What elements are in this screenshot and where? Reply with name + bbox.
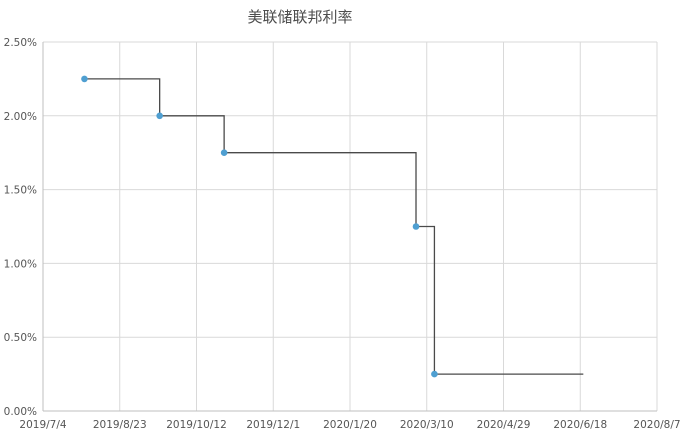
chart-title: 美联储联邦利率 [247, 8, 352, 26]
x-tick-label: 2019/8/23 [93, 419, 147, 431]
data-point [412, 223, 420, 230]
data-point [220, 149, 228, 156]
y-tick-label: 1.50% [4, 185, 37, 197]
x-tick-label: 2020/6/18 [553, 419, 607, 431]
data-point [156, 112, 163, 120]
x-tick-label: 2019/7/4 [19, 419, 66, 431]
y-tick-label: 1.00% [4, 258, 37, 270]
y-tick-label: 2.00% [4, 111, 37, 123]
x-tick-label: 2019/10/12 [166, 419, 227, 431]
x-tick-label: 2020/1/20 [323, 419, 377, 431]
x-tick-label: 2019/12/1 [246, 419, 300, 431]
series-layer [84, 78, 584, 375]
data-point [431, 370, 438, 378]
y-tick-label: 0.50% [4, 332, 37, 344]
x-tick-label: 2020/8/7 [633, 419, 680, 431]
data-point [81, 75, 88, 83]
y-tick-label: 2.50% [4, 37, 37, 49]
x-tick-label: 2020/4/29 [477, 419, 531, 431]
series-step-line [84, 78, 584, 375]
y-tick-label: 0.00% [4, 406, 37, 418]
grid-layer [43, 41, 658, 411]
axis-layer: 0.00% 0.50% 1.00% 1.50% 2.00% 2.50% 2019/7/4 20… [4, 37, 680, 431]
x-tick-label: 2020/3/10 [400, 419, 454, 431]
points-layer [81, 75, 438, 378]
